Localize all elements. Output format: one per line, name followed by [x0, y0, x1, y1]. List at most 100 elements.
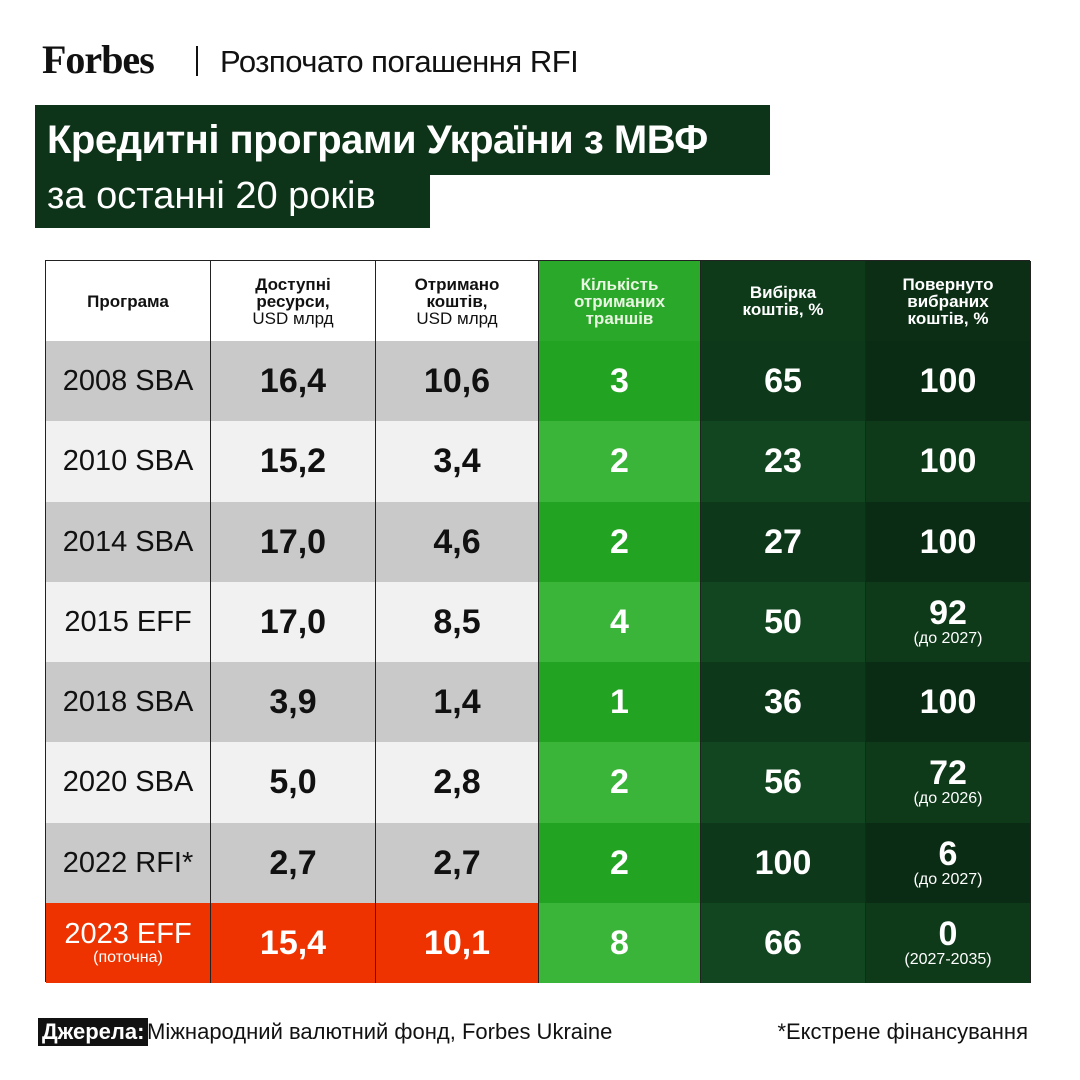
table-cell: 100 [866, 501, 1031, 582]
logo: Forbes [42, 37, 155, 82]
program-name: 2022 RFI* [62, 846, 194, 879]
cell-value: 2 [610, 442, 629, 481]
header-text: коштів, [426, 291, 488, 311]
sources-label: Джерела: [38, 1018, 149, 1046]
program-name: 2014 SBA [62, 525, 194, 558]
table-cell: 1 [539, 662, 701, 743]
table-cell: 100 [701, 822, 866, 903]
table-cell: 2014 SBA [46, 501, 211, 582]
table-cell: 8,5 [376, 581, 539, 662]
table-cell: 10,6 [376, 341, 539, 422]
table-cell: 15,4 [211, 902, 376, 983]
cell-value: 2,8 [433, 763, 481, 802]
program-name: 2010 SBA [62, 445, 194, 478]
table-cell: 8 [539, 902, 701, 983]
header-cell: Повернуто вибраних коштів, % [866, 261, 1031, 341]
table-cell: 2018 SBA [46, 662, 211, 743]
cell-value: 100 [919, 362, 977, 401]
table-cell: 2008 SBA [46, 341, 211, 422]
header-text: вибраних [907, 291, 989, 311]
cell-value: 3 [610, 362, 629, 401]
cell-value: 36 [764, 683, 802, 722]
header-cell: Кількість отриманих траншів [539, 261, 701, 341]
table-cell: 1,4 [376, 662, 539, 743]
program-name: 2008 SBA [62, 365, 194, 398]
table-cell: 3,4 [376, 421, 539, 502]
table-cell: 4 [539, 581, 701, 662]
footnote: *Екстрене фінансування [777, 1019, 1028, 1044]
header-text: Доступні [255, 274, 331, 294]
header-text: коштів, % [907, 308, 989, 328]
table-cell: 2020 SBA [46, 742, 211, 823]
header-text: Отримано [414, 274, 500, 294]
cell-value: 2 [610, 522, 629, 561]
table-cell: 2022 RFI* [46, 822, 211, 903]
header-cell: Програма [46, 261, 211, 341]
table-cell: 65 [701, 341, 866, 422]
table-cell: 27 [701, 501, 866, 582]
cell-value: 10,1 [423, 923, 491, 962]
header-text: ресурси, [256, 291, 330, 311]
table-cell: 56 [701, 742, 866, 823]
cell-value: 56 [764, 763, 802, 802]
cell-value: 2 [610, 763, 629, 802]
program-note: (поточна) [93, 948, 163, 966]
cell-value: 3,4 [433, 442, 481, 481]
cell-value: 100 [919, 442, 977, 481]
separator [196, 46, 198, 76]
table-cell: 0 (2027-2035) [866, 902, 1031, 983]
table-cell: 36 [701, 662, 866, 743]
cell-value: 100 [754, 843, 812, 882]
table-cell: 15,2 [211, 421, 376, 502]
table-cell: 2 [539, 421, 701, 502]
table-cell: 72 (до 2026) [866, 742, 1031, 823]
header-cell: Вибірка коштів, % [701, 261, 866, 341]
cell-value: 17,0 [259, 522, 327, 561]
table-cell: 100 [866, 421, 1031, 502]
cell-value: 66 [764, 923, 802, 962]
cell-value: 72 [929, 754, 967, 793]
program-name: 2020 SBA [62, 766, 194, 799]
table-cell: 5,0 [211, 742, 376, 823]
table-cell: 2,7 [376, 822, 539, 903]
cell-value: 4,6 [433, 522, 481, 561]
table-cell: 10,1 [376, 902, 539, 983]
cell-value: 50 [764, 602, 802, 641]
table-cell: 2,8 [376, 742, 539, 823]
title: за останні 20 років [35, 170, 430, 228]
table-cell: 2010 SBA [46, 421, 211, 502]
cell-value: 8 [610, 923, 629, 962]
title: Кредитні програми України з МВФ [35, 105, 770, 175]
cell-value: 1 [610, 683, 629, 722]
cell-value: 2,7 [433, 843, 481, 882]
table-cell: 2 [539, 501, 701, 582]
table-cell: 16,4 [211, 341, 376, 422]
sources: Міжнародний валютний фонд, Forbes Ukrain… [147, 1019, 613, 1044]
cell-value: 65 [764, 362, 802, 401]
repaid-note: (до 2027) [913, 870, 983, 888]
header-text: Програма [87, 291, 169, 311]
table-cell: 2023 EFF (поточна) [46, 902, 211, 983]
table-cell: 23 [701, 421, 866, 502]
header-text: отриманих [573, 291, 666, 311]
program-name: 2018 SBA [62, 686, 194, 719]
header-text: Повернуто [902, 274, 994, 294]
cell-value: 8,5 [433, 602, 481, 641]
table-cell: 100 [866, 662, 1031, 743]
cell-value: 15,2 [259, 442, 327, 481]
cell-value: 10,6 [423, 362, 491, 401]
cell-value: 4 [610, 602, 629, 641]
table-cell: 2,7 [211, 822, 376, 903]
header-text: Кількість [580, 274, 659, 294]
table-cell: 6 (до 2027) [866, 822, 1031, 903]
cell-value: 23 [764, 442, 802, 481]
cell-value: 2,7 [269, 843, 317, 882]
table-cell: 17,0 [211, 581, 376, 662]
cell-value: 27 [764, 522, 802, 561]
cell-value: 100 [919, 683, 977, 722]
subtitle: Розпочато погашення RFI [220, 44, 579, 79]
table-cell: 17,0 [211, 501, 376, 582]
repaid-note: (до 2027) [913, 629, 983, 647]
cell-value: 1,4 [433, 683, 481, 722]
table-cell: 3 [539, 341, 701, 422]
